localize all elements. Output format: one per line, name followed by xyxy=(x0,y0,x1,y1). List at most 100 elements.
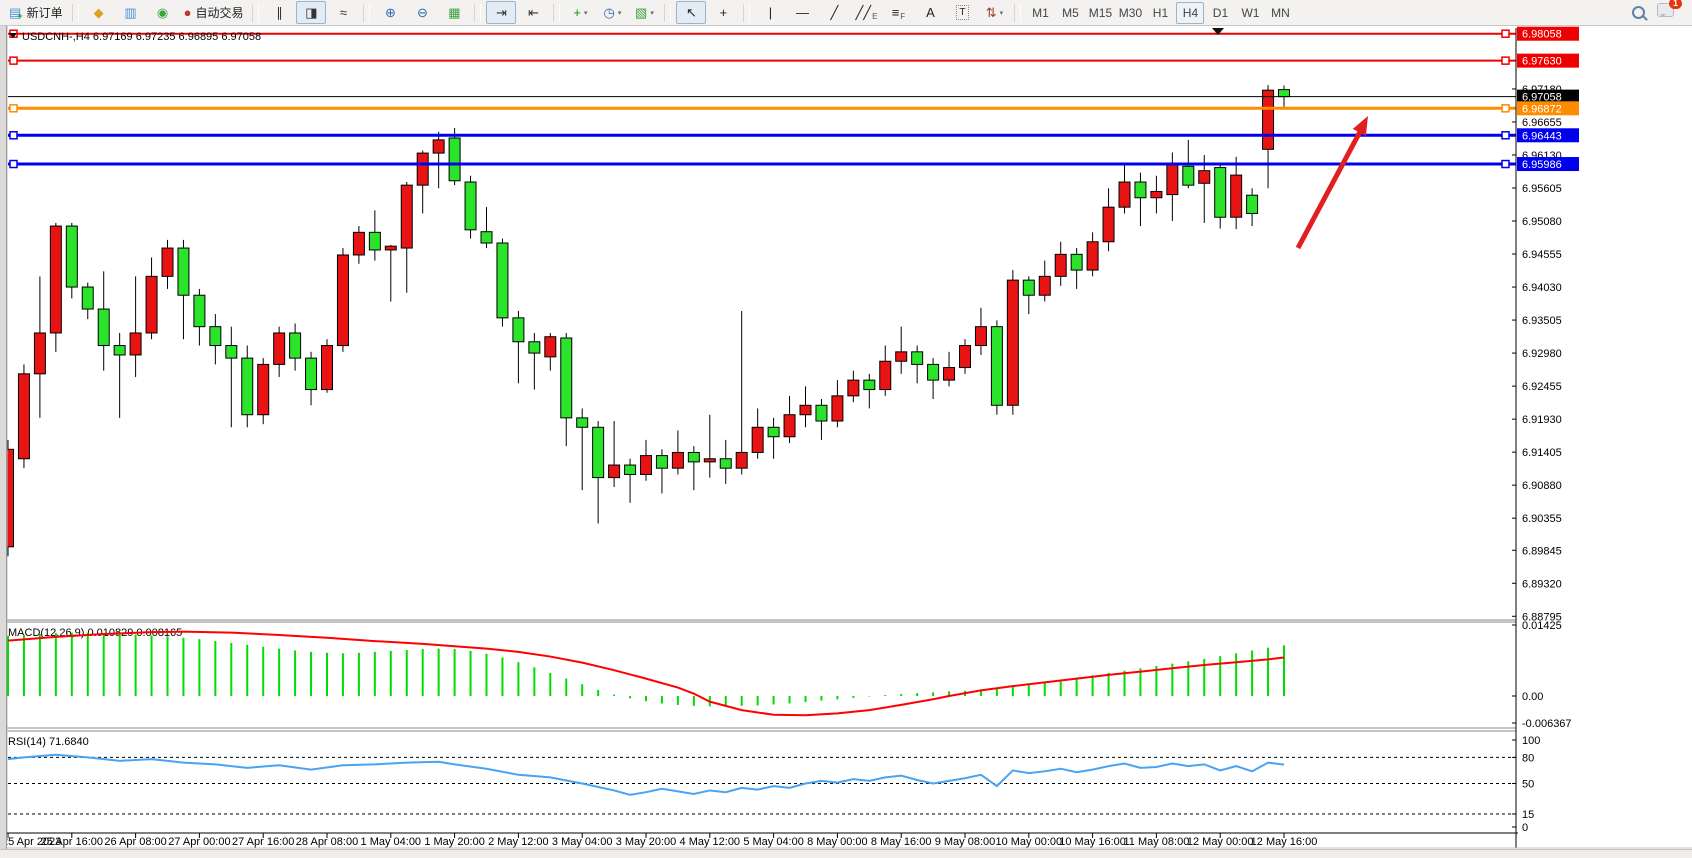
timeframe-button-m15[interactable]: M15 xyxy=(1088,5,1113,20)
candle-bearish xyxy=(719,458,732,469)
auto-scroll-button[interactable]: ⇥ xyxy=(486,1,517,24)
timeframe-button-m5[interactable]: M5 xyxy=(1062,5,1079,20)
cursor-button[interactable]: ↖ xyxy=(676,1,707,24)
periods-button[interactable]: ◷ ▾ xyxy=(597,1,627,24)
timeframe-button-mn[interactable]: MN xyxy=(1271,5,1290,20)
zoom-in-icon: ⊕ xyxy=(385,5,396,20)
tile-windows-button[interactable]: ▦ xyxy=(439,1,469,24)
candle-bullish xyxy=(1102,206,1115,243)
candle-bearish xyxy=(97,308,110,347)
line-handle[interactable] xyxy=(9,104,18,113)
price-badge xyxy=(1517,157,1579,172)
candle-bullish xyxy=(735,451,748,469)
candle-bullish xyxy=(799,404,812,416)
candle-bearish xyxy=(496,242,509,319)
candle-bullish xyxy=(879,360,892,391)
candle-bullish xyxy=(1038,275,1051,296)
date-label: 27 Apr 16:00 xyxy=(232,836,294,848)
candle-bullish xyxy=(1198,170,1211,184)
chart-shift-button[interactable]: ⇤ xyxy=(518,1,548,24)
line-handle[interactable] xyxy=(1501,29,1510,38)
equidistant-channel-button[interactable]: ╱╱ E xyxy=(851,1,881,24)
date-label: 11 May 08:00 xyxy=(1123,836,1189,848)
zoom-out-button[interactable]: ⊖ xyxy=(407,1,437,24)
templates-icon: ▧ xyxy=(635,5,648,20)
date-label: 1 May 04:00 xyxy=(361,836,422,848)
rsi-axis-label: 50 xyxy=(1522,779,1534,791)
bar-chart-button[interactable]: ∥ xyxy=(264,1,294,24)
styler-icon: ◆ xyxy=(93,5,104,20)
line-handle[interactable] xyxy=(1501,131,1510,140)
templates-button[interactable]: ▧ ▾ xyxy=(629,1,659,24)
chevron-down-icon[interactable]: ▾ xyxy=(999,9,1004,17)
search-icon[interactable] xyxy=(1632,6,1645,19)
candle-bullish xyxy=(33,332,46,375)
date-label: 1 May 20:00 xyxy=(424,836,485,848)
candle-bullish xyxy=(895,351,908,362)
trendline-icon: ╱ xyxy=(830,5,839,20)
text-label-button[interactable]: T xyxy=(947,1,977,24)
timeframe-button-m1[interactable]: M1 xyxy=(1032,5,1049,20)
chart-dropdown-icon[interactable] xyxy=(9,33,17,38)
timeframe-button-h4[interactable]: H4 xyxy=(1176,1,1205,24)
candle-bearish xyxy=(1278,89,1290,98)
fibonacci-button[interactable]: ≡ F xyxy=(883,1,913,24)
styler-button[interactable]: ◆ xyxy=(84,1,114,24)
price-tick-label: 6.96655 xyxy=(1522,117,1562,129)
indicators-button[interactable]: + ▾ xyxy=(565,1,595,24)
chart-shift-icon: ⇤ xyxy=(528,5,539,20)
timeframe-button-m30[interactable]: M30 xyxy=(1118,5,1143,20)
candle-bullish xyxy=(640,455,652,475)
auto-trading-button[interactable]: ● 自动交易 xyxy=(180,1,248,24)
candle-bearish xyxy=(990,326,1003,406)
icon-sub-letter: E xyxy=(872,12,878,21)
timeframe-button-h1[interactable]: H1 xyxy=(1152,5,1169,20)
price-tick-label: 6.89320 xyxy=(1522,578,1562,590)
crosshair-button[interactable]: + xyxy=(708,1,738,24)
text-button[interactable]: A xyxy=(915,1,945,24)
signals-button[interactable]: ◉ xyxy=(148,1,178,24)
chevron-down-icon[interactable]: ▾ xyxy=(650,9,654,17)
tile-windows-icon: ▦ xyxy=(448,5,461,20)
line-handle[interactable] xyxy=(9,159,18,169)
trendline-button[interactable]: ╱ xyxy=(819,1,849,24)
candle-bearish xyxy=(209,326,222,347)
candle-bearish xyxy=(512,317,525,343)
price-badge-label: 6.98058 xyxy=(1522,29,1562,41)
vertical-line-button[interactable]: | xyxy=(755,1,785,24)
candle-bullish xyxy=(400,184,413,249)
time-marker-icon xyxy=(1212,28,1224,35)
trend-arrow-annotation[interactable] xyxy=(1295,126,1365,250)
chevron-down-icon[interactable]: ▾ xyxy=(617,9,622,17)
date-label: 28 Apr 08:00 xyxy=(296,836,358,848)
chevron-down-icon[interactable]: ▾ xyxy=(583,9,588,17)
line-chart-button[interactable]: ≈ xyxy=(328,1,358,24)
horizontal-line-button[interactable]: — xyxy=(787,1,817,24)
timeframe-button-d1[interactable]: D1 xyxy=(1212,5,1229,20)
arrows-button[interactable]: ⇅ ▾ xyxy=(979,1,1009,24)
new-order-button[interactable]: ▤ + 新订单 xyxy=(5,1,67,24)
candle-bearish xyxy=(624,464,637,475)
line-handle[interactable] xyxy=(9,131,18,140)
zoom-in-button[interactable]: ⊕ xyxy=(375,1,405,24)
date-label: 8 May 16:00 xyxy=(871,836,932,848)
date-label: 10 May 16:00 xyxy=(1059,836,1126,848)
candle-bearish xyxy=(1214,167,1227,218)
date-label: 4 May 12:00 xyxy=(680,836,741,848)
candle-bullish xyxy=(783,414,796,438)
timeframe-button-w1[interactable]: W1 xyxy=(1241,5,1260,20)
line-handle[interactable] xyxy=(1501,159,1510,169)
line-handle[interactable] xyxy=(1501,56,1510,65)
line-handle[interactable] xyxy=(1501,104,1510,113)
candle-bullish xyxy=(129,332,142,356)
notifications-button[interactable]: 1 xyxy=(1657,0,1682,22)
candlestick-chart-button[interactable]: ◨ xyxy=(296,1,327,24)
candle-bullish xyxy=(1118,181,1131,208)
candle-bearish xyxy=(480,231,493,244)
candle-bearish xyxy=(1182,165,1195,186)
chart-region: USDCNH-,H4 6.97169 6.97235 6.96895 6.970… xyxy=(0,26,1692,849)
line-handle[interactable] xyxy=(9,56,18,65)
market-watch-button[interactable]: ▥ xyxy=(116,1,146,24)
price-tick-label: 6.88795 xyxy=(1522,611,1562,623)
candle-bullish xyxy=(257,363,270,416)
